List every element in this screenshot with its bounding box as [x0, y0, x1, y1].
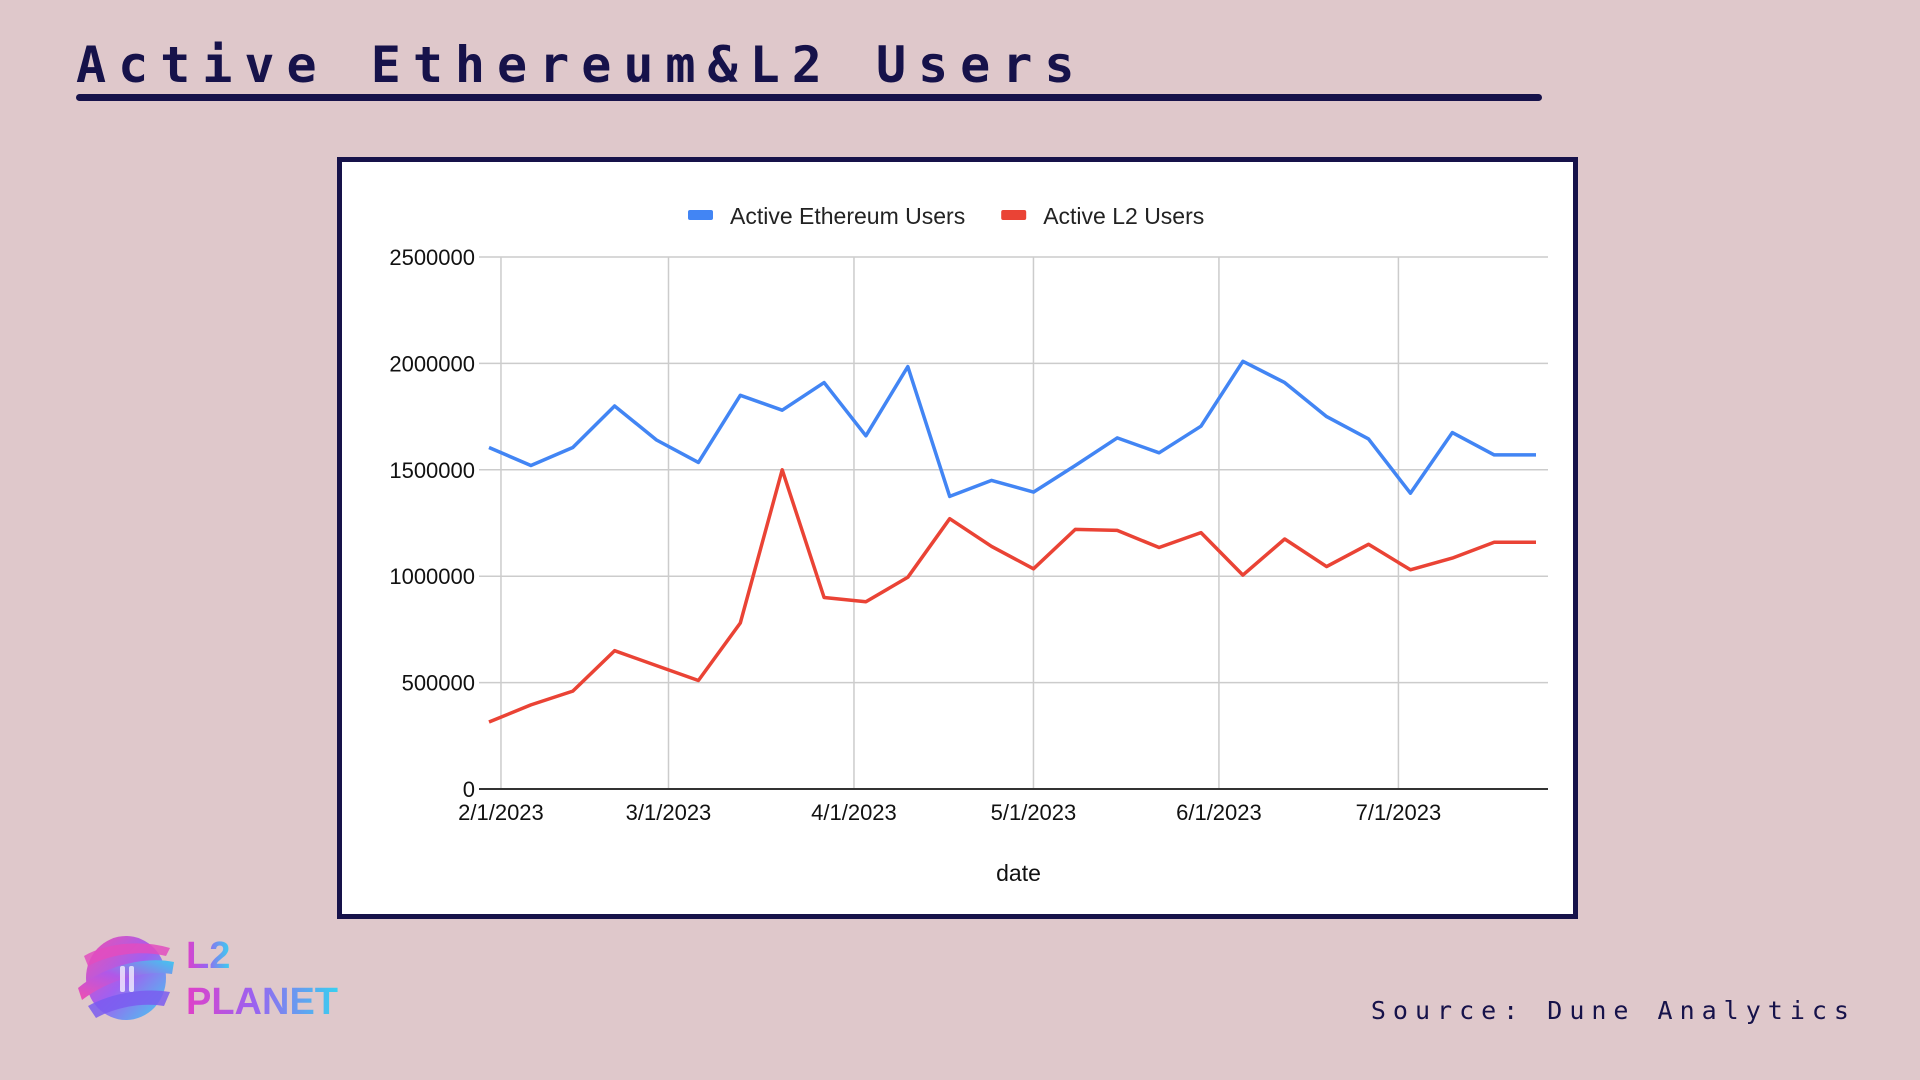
legend-label: Active L2 Users — [1043, 203, 1204, 229]
x-axis-title: date — [996, 860, 1041, 886]
y-tick-label: 2500000 — [389, 245, 475, 270]
l2-users-line — [488, 468, 1536, 724]
logo-text-planet: PLANET — [186, 981, 338, 1023]
line-chart: 0 500000 1000000 1500000 2000000 2500000 2/1/2… — [389, 203, 1548, 886]
ethereum-users-line — [488, 359, 1536, 499]
chart-frame: 0 500000 1000000 1500000 2000000 2500000 2/1/2… — [337, 157, 1578, 919]
x-tick-label: 3/1/2023 — [626, 800, 712, 825]
legend: Active Ethereum Users Active L2 Users — [688, 203, 1204, 229]
page-title: Active Ethereum&L2 Users — [76, 36, 1087, 94]
axis-layer: 0 500000 1000000 1500000 2000000 2500000 2/1/2… — [389, 245, 1548, 825]
grid-layer — [479, 256, 1548, 789]
y-tick-label: 0 — [463, 777, 475, 802]
y-tick-label: 500000 — [402, 671, 475, 696]
source-caption: Source: Dune Analytics — [1370, 996, 1856, 1025]
logo-text-l2: L2 — [186, 935, 231, 977]
planet-logo-icon — [78, 936, 174, 1020]
l2-planet-logo: L2 PLANET — [74, 926, 354, 1036]
x-tick-label: 2/1/2023 — [458, 800, 544, 825]
y-tick-label: 1500000 — [389, 458, 475, 483]
legend-label: Active Ethereum Users — [730, 203, 965, 229]
y-tick-label: 1000000 — [389, 564, 475, 589]
title-underline — [76, 94, 1542, 101]
x-tick-label: 5/1/2023 — [991, 800, 1077, 825]
legend-swatch — [1001, 210, 1027, 220]
x-tick-label: 6/1/2023 — [1176, 800, 1262, 825]
legend-swatch — [688, 210, 713, 220]
x-tick-label: 7/1/2023 — [1356, 800, 1442, 825]
x-tick-label: 4/1/2023 — [811, 800, 897, 825]
series-layer — [488, 359, 1536, 724]
y-tick-label: 2000000 — [389, 351, 475, 376]
